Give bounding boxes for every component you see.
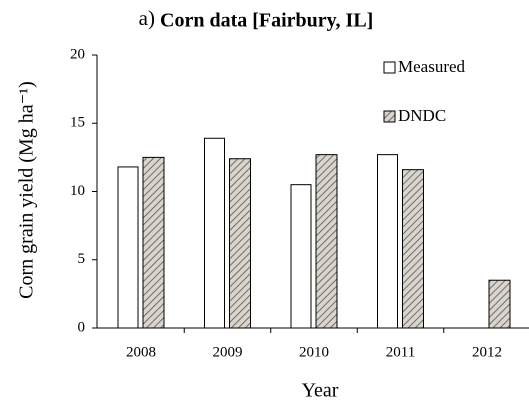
x-tick-label: 2009 [213,344,243,360]
x-tick-label: 2008 [126,344,156,360]
bar [315,154,338,329]
bar [229,158,251,329]
legend-label: DNDC [398,106,446,125]
bar [204,137,225,329]
y-tick-label: 15 [70,115,85,131]
y-tick-label: 20 [70,46,85,62]
x-tick-label: 2011 [386,344,415,360]
bar [377,154,398,329]
bar [290,184,312,329]
legend-swatch [383,110,396,123]
bar [488,279,511,329]
chart-title: Corn data [Fairbury, IL] [160,10,373,32]
bar [142,156,165,329]
y-tick-label: 0 [78,319,86,335]
y-tick-label: 10 [70,183,85,199]
x-axis-label: Year [302,380,339,402]
panel-label: a) [139,6,155,30]
x-tick-label: 2010 [299,344,329,360]
legend-swatch [383,61,396,74]
y-axis-label: Corn grain yield (Mg ha⁻¹) [16,81,38,299]
bar [402,169,424,329]
y-tick-label: 5 [78,251,86,267]
bar [117,166,139,329]
x-tick-label: 2012 [472,344,502,360]
legend-label: Measured [398,57,466,76]
